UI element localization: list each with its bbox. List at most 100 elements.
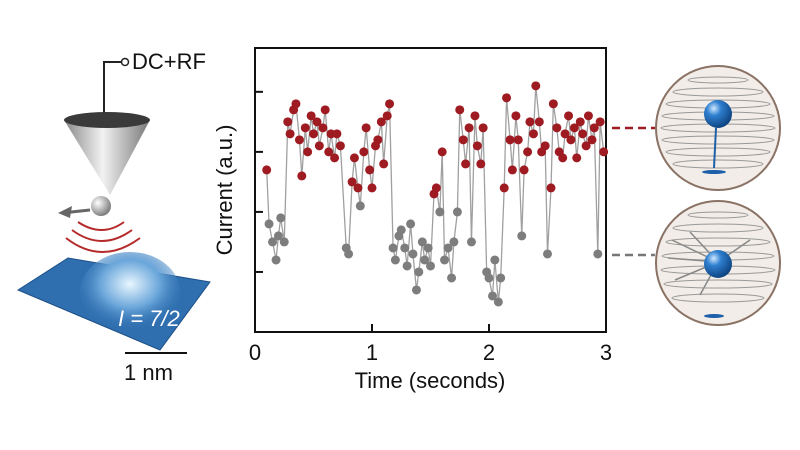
data-point [599, 147, 609, 157]
data-point [349, 153, 359, 163]
data-point [273, 231, 283, 241]
data-point [437, 147, 447, 157]
data-point [595, 117, 605, 127]
data-point [493, 297, 503, 307]
data-point [379, 159, 389, 169]
data-point [513, 135, 523, 145]
data-point [531, 81, 541, 91]
data-point [458, 135, 468, 145]
data-point [335, 141, 345, 151]
data-point [507, 165, 517, 175]
tip-illustration: DC+RF I = 7/2 1 nm [16, 49, 211, 385]
data-point [593, 249, 603, 259]
x-axis-label: Time (seconds) [355, 368, 506, 393]
data-point [484, 273, 494, 283]
data-point [271, 255, 281, 265]
plot-frame [254, 47, 607, 333]
data-point [400, 243, 410, 253]
data-point [347, 177, 357, 187]
data-point [262, 165, 272, 175]
data-point [285, 129, 295, 139]
spin-states [612, 65, 781, 326]
data-point [575, 117, 585, 127]
data-point [344, 249, 354, 259]
data-point [435, 207, 445, 217]
data-point [406, 219, 416, 229]
data-point [382, 111, 392, 121]
data-point [548, 99, 558, 109]
data-point [426, 261, 435, 271]
data-point [417, 237, 427, 247]
data-point [560, 129, 570, 139]
data-point [534, 117, 544, 127]
x-tick-label: 3 [600, 340, 612, 365]
data-point [478, 123, 488, 133]
data-point [291, 99, 301, 109]
data-point [361, 123, 371, 133]
data-point [390, 255, 400, 265]
data-point [408, 249, 418, 259]
data-point [396, 225, 406, 235]
data-point [496, 273, 506, 283]
data-point [449, 237, 459, 247]
data-point [552, 123, 562, 133]
data-point [517, 231, 527, 241]
data-point [464, 123, 474, 133]
data-point [268, 237, 278, 247]
scale-label: 1 nm [124, 360, 173, 385]
data-point [312, 117, 322, 127]
data-point [365, 165, 375, 175]
data-point [564, 111, 574, 121]
data-point [402, 261, 412, 271]
data-point [466, 237, 476, 247]
data-point [476, 159, 486, 169]
data-point [332, 129, 342, 139]
data-point [502, 93, 512, 103]
data-point [376, 117, 386, 127]
data-point [488, 291, 498, 301]
data-point [420, 255, 430, 265]
data-point [423, 243, 433, 253]
data-point [318, 123, 328, 133]
data-point [294, 135, 304, 145]
data-point [440, 255, 450, 265]
data-point [525, 117, 535, 127]
data-point [566, 135, 576, 145]
y-axis-label: Current (a.u.) [212, 125, 237, 256]
data-point [264, 219, 274, 229]
data-point [276, 213, 286, 223]
data-point [528, 129, 538, 139]
data-point [355, 201, 365, 211]
data-point [470, 111, 480, 121]
data-point [546, 183, 556, 193]
data-point [472, 141, 482, 151]
data-point [443, 243, 453, 253]
data-point [353, 183, 363, 193]
data-point [578, 129, 588, 139]
x-tick-label: 0 [249, 340, 261, 365]
dc-rf-label: DC+RF [132, 49, 206, 74]
data-point [330, 153, 340, 163]
data-point [297, 171, 307, 181]
data-point [367, 183, 377, 193]
data-point [385, 99, 395, 109]
data-point [309, 129, 318, 139]
data-point [414, 267, 424, 277]
data-point [583, 111, 593, 121]
data-point [461, 159, 471, 169]
data-point [511, 111, 521, 121]
data-point [411, 285, 421, 295]
spin-label: I = 7/2 [118, 306, 180, 331]
data-point [324, 147, 334, 157]
data-point [519, 165, 529, 175]
data-point [306, 111, 316, 121]
data-point [572, 153, 582, 163]
data-point [279, 237, 289, 247]
data-point [558, 153, 568, 163]
data-point [283, 117, 293, 127]
data-point [581, 141, 591, 151]
data-point [303, 147, 313, 157]
data-point [320, 105, 330, 115]
data-point [452, 207, 462, 217]
